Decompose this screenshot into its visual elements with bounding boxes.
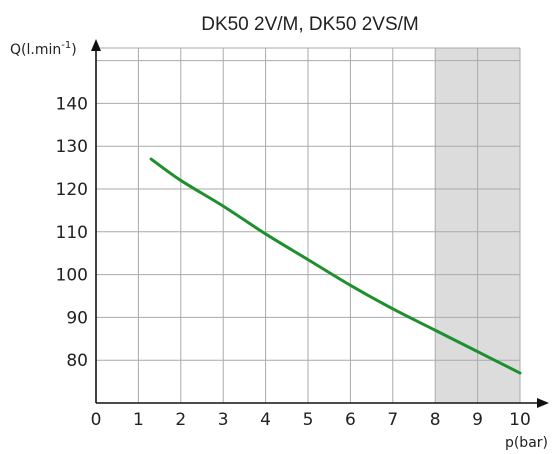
x-tick-label: 9 [472,410,483,430]
y-axis-label-superscript: -1 [61,40,71,51]
grid [96,47,521,403]
y-tick-label: 90 [66,308,88,328]
x-tick-label: 5 [303,410,314,430]
series-layer [149,157,522,375]
series-line [149,157,522,375]
x-tick-label: 0 [91,410,102,430]
y-tick-label: 110 [56,223,88,243]
x-tick-label: 8 [430,410,441,430]
y-tick-label: 120 [56,180,88,200]
x-tick-label: 7 [387,410,398,430]
y-tick-label: 130 [56,137,88,157]
y-tick-label: 100 [56,266,88,286]
x-axis-arrow [537,398,549,408]
x-tick-label: 10 [509,410,531,430]
chart-title: DK50 2V/M, DK50 2VS/M [201,14,419,35]
x-tick-label: 1 [133,410,144,430]
y-tick-label: 140 [56,94,88,114]
y-axis-arrow [91,39,101,51]
y-tick-label: 80 [66,351,88,371]
x-axis-label: p(bar) [505,435,548,451]
x-tick-label: 3 [218,410,229,430]
x-tick-label: 2 [175,410,186,430]
y-axis-label: Q(l.min-1) [10,40,77,58]
tick-labels: 0 1 2 3 4 5 6 7 8 9 10 80 90 100 110 120 130 140 [56,94,531,430]
y-axis-label-main: Q(l.min [10,42,61,58]
y-axis-label-close: ) [71,42,76,58]
x-tick-label: 4 [260,410,271,430]
x-tick-label: 6 [345,410,356,430]
